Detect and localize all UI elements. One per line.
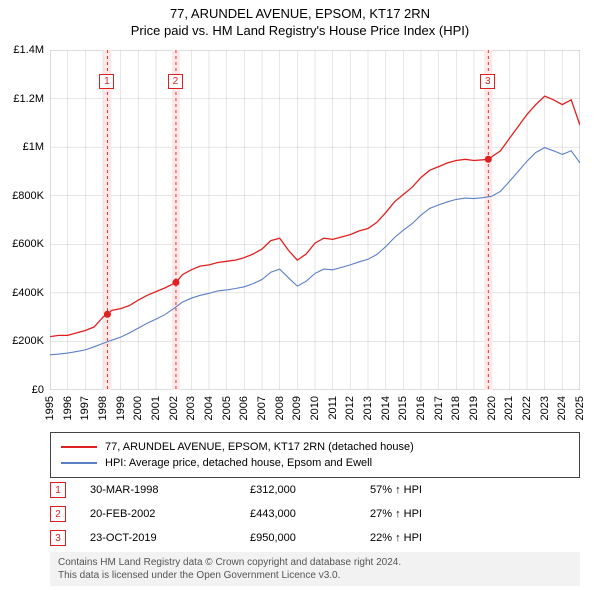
y-tick-label: £800K	[12, 190, 44, 202]
x-tick-label: 2018	[450, 396, 462, 420]
x-tick-label: 2003	[185, 396, 197, 420]
transaction-marker-num: 2	[50, 506, 66, 522]
x-tick-label: 2025	[574, 396, 586, 420]
x-tick-label: 2020	[486, 396, 498, 420]
title-address: 77, ARUNDEL AVENUE, EPSOM, KT17 2RN	[0, 6, 600, 21]
y-tick-label: £200K	[12, 335, 44, 347]
transaction-date: 23-OCT-2019	[90, 532, 250, 544]
chart-marker-1: 1	[99, 74, 114, 89]
transaction-marker-num: 3	[50, 530, 66, 546]
transaction-hpi-delta: 22% ↑ HPI	[370, 532, 490, 544]
legend-box: 77, ARUNDEL AVENUE, EPSOM, KT17 2RN (det…	[50, 432, 580, 478]
footer-attribution: Contains HM Land Registry data © Crown c…	[50, 552, 580, 586]
x-tick-label: 1999	[115, 396, 127, 420]
x-tick-label: 2019	[468, 396, 480, 420]
x-axis-ticks: 1995199619971998199920002001200220032004…	[50, 392, 580, 432]
transaction-row: 1 30-MAR-1998£312,00057% ↑ HPI	[50, 478, 580, 502]
transaction-row: 2 20-FEB-2002£443,00027% ↑ HPI	[50, 502, 580, 526]
y-axis-ticks: £0£200K£400K£600K£800K£1M£1.2M£1.4M	[0, 50, 48, 390]
chart-svg	[50, 50, 580, 390]
x-tick-label: 2005	[221, 396, 233, 420]
x-tick-label: 2014	[380, 396, 392, 420]
legend-swatch-hpi	[61, 462, 97, 464]
footer-line2: This data is licensed under the Open Gov…	[58, 569, 572, 582]
x-tick-label: 2004	[203, 396, 215, 420]
chart-container: 77, ARUNDEL AVENUE, EPSOM, KT17 2RN Pric…	[0, 0, 600, 590]
x-tick-label: 2017	[433, 396, 445, 420]
x-tick-label: 2012	[344, 396, 356, 420]
title-subtitle: Price paid vs. HM Land Registry's House …	[0, 23, 600, 38]
transaction-row: 3 23-OCT-2019£950,00022% ↑ HPI	[50, 526, 580, 550]
x-tick-label: 2023	[539, 396, 551, 420]
y-tick-label: £0	[32, 384, 44, 396]
transaction-price: £312,000	[250, 484, 370, 496]
x-tick-label: 2009	[291, 396, 303, 420]
transaction-date: 20-FEB-2002	[90, 508, 250, 520]
x-tick-label: 1996	[62, 396, 74, 420]
x-tick-label: 2007	[256, 396, 268, 420]
chart-marker-2: 2	[168, 74, 183, 89]
legend-row-property: 77, ARUNDEL AVENUE, EPSOM, KT17 2RN (det…	[61, 439, 569, 455]
transaction-table: 1 30-MAR-1998£312,00057% ↑ HPI 2 20-FEB-200…	[50, 478, 580, 550]
y-tick-label: £1.4M	[13, 44, 44, 56]
transaction-price: £443,000	[250, 508, 370, 520]
x-tick-label: 2016	[415, 396, 427, 420]
x-tick-label: 2010	[309, 396, 321, 420]
title-block: 77, ARUNDEL AVENUE, EPSOM, KT17 2RN Pric…	[0, 0, 600, 38]
transaction-date: 30-MAR-1998	[90, 484, 250, 496]
x-tick-label: 2001	[150, 396, 162, 420]
y-tick-label: £600K	[12, 238, 44, 250]
legend-label-hpi: HPI: Average price, detached house, Epso…	[105, 457, 372, 469]
x-tick-label: 2013	[362, 396, 374, 420]
transaction-price: £950,000	[250, 532, 370, 544]
x-tick-label: 2008	[274, 396, 286, 420]
chart-plot-area: 1 2 3	[50, 50, 580, 390]
x-tick-label: 1998	[97, 396, 109, 420]
y-tick-label: £1.2M	[13, 93, 44, 105]
x-tick-label: 2021	[503, 396, 515, 420]
transaction-hpi-delta: 57% ↑ HPI	[370, 484, 490, 496]
y-tick-label: £400K	[12, 287, 44, 299]
chart-marker-3: 3	[480, 74, 495, 89]
legend-label-property: 77, ARUNDEL AVENUE, EPSOM, KT17 2RN (det…	[105, 441, 414, 453]
footer-line1: Contains HM Land Registry data © Crown c…	[58, 556, 572, 569]
x-tick-label: 1995	[44, 396, 56, 420]
x-tick-label: 2002	[168, 396, 180, 420]
transaction-hpi-delta: 27% ↑ HPI	[370, 508, 490, 520]
x-tick-label: 2000	[132, 396, 144, 420]
x-tick-label: 1997	[79, 396, 91, 420]
x-tick-label: 2006	[238, 396, 250, 420]
x-tick-label: 2015	[397, 396, 409, 420]
x-tick-label: 2024	[556, 396, 568, 420]
transaction-marker-num: 1	[50, 482, 66, 498]
legend-swatch-property	[61, 446, 97, 448]
y-tick-label: £1M	[23, 141, 44, 153]
x-tick-label: 2011	[327, 396, 339, 420]
legend-row-hpi: HPI: Average price, detached house, Epso…	[61, 455, 569, 471]
x-tick-label: 2022	[521, 396, 533, 420]
